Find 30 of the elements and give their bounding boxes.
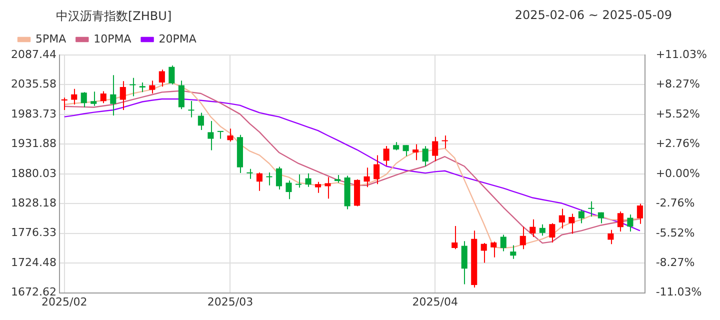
candlestick (139, 82, 146, 93)
y2-tick-label: +11.03% (656, 48, 708, 61)
y-tick-label: 1931.88 (10, 137, 56, 150)
y-tick-label: 1880.03 (10, 166, 56, 180)
candlestick (286, 180, 292, 200)
y-tick-label: 1724.48 (10, 256, 56, 269)
y2-tick-label: -5.52% (656, 226, 695, 240)
y2-tick-label: -2.76% (656, 196, 695, 210)
y-tick-label: 1776.33 (10, 226, 56, 240)
y-tick-label: 2035.58 (10, 78, 56, 91)
y-tick-label: 1828.18 (10, 196, 56, 210)
candlestick (266, 172, 272, 186)
y2-tick-label: -8.27% (656, 256, 695, 269)
chart-title: 中汉沥青指数[ZHBU] (56, 8, 172, 24)
chart-subtitle: 2025-02-06 ~ 2025-05-09 (514, 8, 672, 24)
y-tick-label: 1983.73 (10, 107, 56, 120)
candlestick (90, 91, 97, 106)
y2-tick-label: +2.76% (656, 137, 700, 150)
candlestick (246, 168, 253, 180)
legend-label: 20PMA (158, 32, 197, 46)
legend-label: 5PMA (36, 32, 67, 46)
y-tick-label: 2087.44 (10, 48, 56, 61)
y2-tick-label: +5.52% (656, 107, 700, 120)
x-tick-label: 2025/03 (207, 295, 254, 308)
candlestick (217, 130, 224, 140)
x-tick-label: 2025/04 (412, 295, 458, 308)
legend-label: 10PMA (94, 32, 132, 46)
y2-tick-label: -11.03% (656, 286, 702, 299)
y2-tick-label: +8.27% (656, 78, 700, 91)
y2-tick-label: +0.00% (656, 166, 700, 180)
